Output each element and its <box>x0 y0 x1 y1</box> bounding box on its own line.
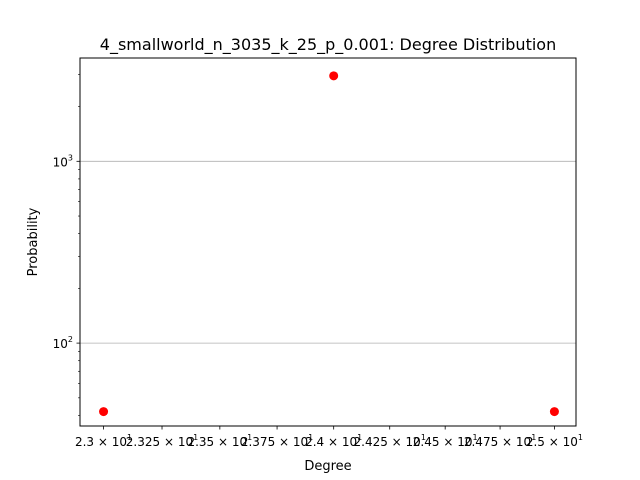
x-tick-label: 2.375 × 101 <box>241 433 313 449</box>
x-tick-label: 2.45 × 101 <box>413 433 478 449</box>
x-tick-label: 2.3 × 101 <box>75 433 132 449</box>
y-tick-label: 103 <box>53 153 73 169</box>
y-axis-label: Probability <box>26 207 41 276</box>
x-tick-label: 2.5 × 101 <box>526 433 583 449</box>
x-tick-label: 2.4 × 101 <box>305 433 362 449</box>
data-point <box>329 71 339 81</box>
data-point <box>99 407 109 417</box>
x-tick-label: 2.425 × 101 <box>354 433 426 449</box>
x-axis-label: Degree <box>304 459 351 474</box>
x-tick-label: 2.35 × 101 <box>187 433 252 449</box>
y-tick-label: 102 <box>53 335 73 351</box>
x-tick-label: 2.325 × 101 <box>126 433 198 449</box>
points-layer <box>99 71 559 417</box>
y-ticks: 102 103 <box>53 74 80 416</box>
plot-frame <box>79 57 577 427</box>
chart-title: 4_smallworld_n_3035_k_25_p_0.001: Degree… <box>100 35 556 55</box>
data-point <box>549 407 559 417</box>
x-tick-label: 2.475 × 101 <box>464 433 536 449</box>
grid-layer <box>80 160 576 344</box>
